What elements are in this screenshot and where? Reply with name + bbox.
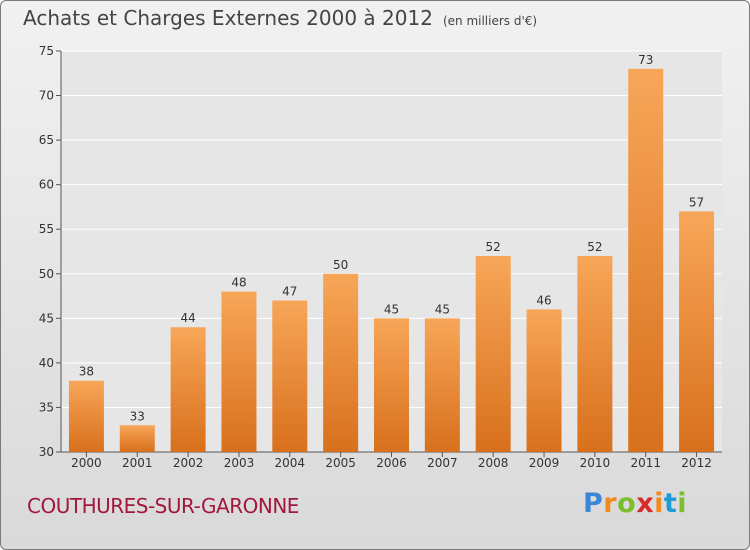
- x-tick-label: 2011: [630, 456, 661, 470]
- y-tick-label: 40: [39, 356, 54, 370]
- data-label-2002: 44: [180, 311, 195, 325]
- bar-2005: [323, 273, 359, 452]
- y-tick-label: 50: [39, 267, 54, 281]
- y-tick-label: 65: [39, 133, 54, 147]
- data-label-2000: 38: [79, 365, 94, 379]
- y-tick-label: 55: [39, 222, 54, 236]
- y-tick-label: 70: [39, 89, 54, 103]
- bar-2004: [272, 300, 308, 452]
- labels: 30 35 40 45 50 55 60 65 70 75 2000 38 2001 33 2002 44 20…: [39, 44, 712, 470]
- data-label-2003: 48: [231, 276, 246, 290]
- bar-2001: [119, 425, 155, 452]
- data-label-2006: 45: [384, 302, 399, 316]
- y-tick-label: 30: [39, 445, 54, 459]
- bar-2012: [679, 211, 715, 452]
- y-tick-label: 60: [39, 178, 54, 192]
- x-tick-label: 2012: [681, 456, 712, 470]
- x-tick-label: 2002: [173, 456, 204, 470]
- x-tick-label: 2001: [122, 456, 153, 470]
- x-tick-label: 2009: [529, 456, 560, 470]
- y-tick-label: 75: [39, 44, 54, 58]
- bar-2008: [475, 255, 511, 452]
- data-label-2010: 52: [587, 240, 602, 254]
- x-tick-label: 2008: [478, 456, 509, 470]
- y-tick-label: 45: [39, 311, 54, 325]
- x-tick-label: 2004: [275, 456, 306, 470]
- chart-title-text: Achats et Charges Externes 2000 à 2012: [23, 6, 433, 30]
- data-label-2008: 52: [486, 240, 501, 254]
- bar-2000: [68, 380, 104, 452]
- data-label-2001: 33: [130, 409, 145, 423]
- data-label-2011: 73: [638, 53, 653, 67]
- bar-2003: [221, 291, 257, 452]
- x-tick-label: 2006: [376, 456, 407, 470]
- x-tick-label: 2010: [580, 456, 611, 470]
- chart-unit: (en milliers d'€): [442, 14, 538, 28]
- x-tick-label: 2003: [224, 456, 255, 470]
- y-tick-label: 35: [39, 400, 54, 414]
- data-label-2012: 57: [689, 195, 704, 209]
- x-tick-label: 2000: [71, 456, 102, 470]
- bar-2011: [628, 68, 664, 453]
- data-label-2009: 46: [536, 293, 551, 307]
- data-label-2004: 47: [282, 285, 297, 299]
- bars: [68, 68, 715, 453]
- x-tick-label: 2005: [325, 456, 356, 470]
- bar-2009: [526, 309, 562, 452]
- bar-2002: [170, 327, 206, 452]
- bar-2010: [577, 255, 613, 452]
- data-label-2005: 50: [333, 258, 348, 272]
- proxiti-logo[interactable]: Proxiti: [583, 488, 688, 519]
- bar-2007: [424, 318, 460, 452]
- city-name: COUTHURES-SUR-GARONNE: [27, 494, 299, 518]
- x-tick-label: 2007: [427, 456, 458, 470]
- chart-title: Achats et Charges Externes 2000 à 2012 (e…: [23, 6, 537, 30]
- bar-2006: [374, 318, 409, 452]
- data-label-2007: 45: [435, 302, 450, 316]
